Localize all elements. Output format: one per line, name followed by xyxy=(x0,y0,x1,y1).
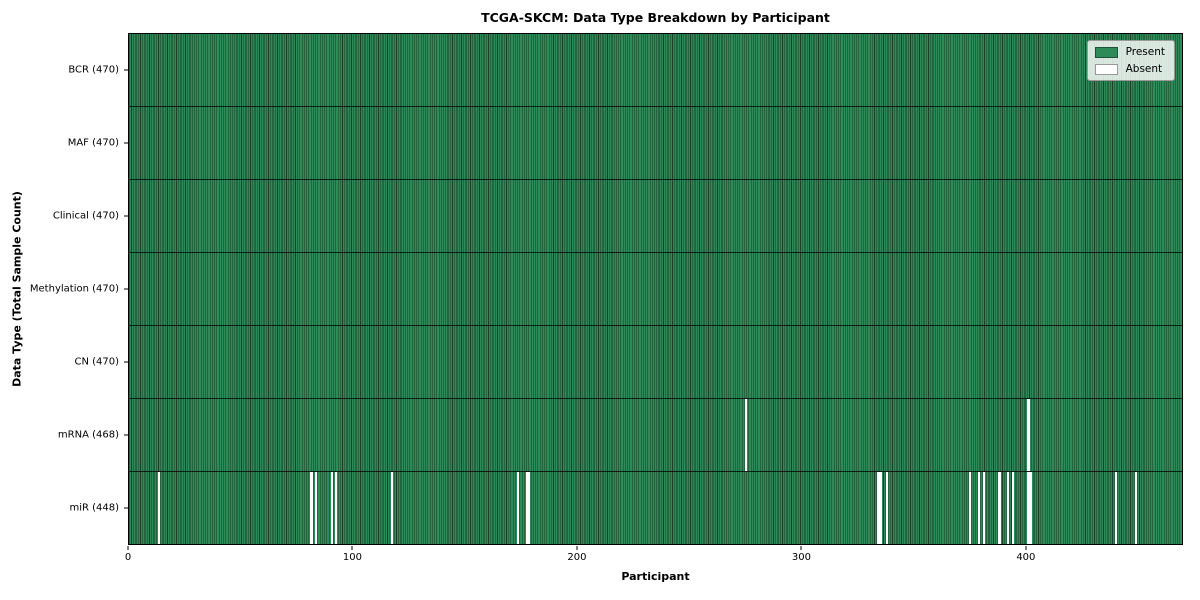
x-tick-label-400: 400 xyxy=(1016,552,1036,563)
absent-cell xyxy=(335,472,338,544)
absent-cell xyxy=(1007,472,1010,544)
absent-cell xyxy=(525,472,528,544)
heatmap-row-maf xyxy=(129,107,1182,180)
y-tick-mark xyxy=(124,142,128,144)
plot-area: Present Absent xyxy=(128,33,1183,545)
absent-cell xyxy=(1027,399,1030,471)
y-tick-mark xyxy=(124,361,128,363)
heatmap-row-methylation xyxy=(129,253,1182,326)
y-tick-label-mir: miR (448) xyxy=(69,502,119,514)
absent-cell xyxy=(1029,472,1032,544)
absent-cell xyxy=(1134,472,1138,544)
y-tick-mark xyxy=(124,288,128,290)
x-axis-ticks: 0 100 200 300 400 xyxy=(124,545,1183,569)
absent-cell xyxy=(982,472,985,544)
x-tick-mark xyxy=(351,546,353,550)
heatmap-row-bcr xyxy=(129,34,1182,107)
absent-cell xyxy=(745,399,748,471)
absent-cell xyxy=(516,472,519,544)
legend-label: Present xyxy=(1125,46,1165,58)
heatmap-row-mir xyxy=(129,472,1182,544)
x-axis-label: Participant xyxy=(621,570,690,583)
absent-cell xyxy=(1011,472,1014,544)
absent-cell xyxy=(978,472,981,544)
y-tick-mark xyxy=(124,215,128,217)
absent-cell xyxy=(998,472,1001,544)
absent-cell xyxy=(527,472,531,544)
y-axis-ticks: BCR (470) MAF (470) Clinical (470) Methylat… xyxy=(0,33,128,545)
legend-swatch-present xyxy=(1094,46,1118,58)
absent-cell xyxy=(969,472,972,544)
y-tick-label-bcr: BCR (470) xyxy=(68,64,119,76)
absent-cell xyxy=(391,472,394,544)
heatmap-row-cn xyxy=(129,326,1182,399)
absent-cell xyxy=(310,472,313,544)
x-tick-label-0: 0 xyxy=(124,552,132,563)
chart-title: TCGA-SKCM: Data Type Breakdown by Partic… xyxy=(481,10,830,25)
x-tick-label-200: 200 xyxy=(567,552,587,563)
absent-cell xyxy=(314,472,318,544)
x-tick-mark xyxy=(127,546,129,550)
x-tick-label-100: 100 xyxy=(342,552,362,563)
y-tick-mark xyxy=(124,69,128,71)
y-tick-label-methylation: Methylation (470) xyxy=(29,283,119,295)
heatmap-row-mrna xyxy=(129,399,1182,472)
y-tick-label-cn: CN (470) xyxy=(74,356,119,368)
y-tick-mark xyxy=(124,507,128,509)
legend-item-absent: Absent xyxy=(1094,63,1165,75)
legend-label: Absent xyxy=(1125,63,1163,75)
y-tick-label-maf: MAF (470) xyxy=(67,137,119,149)
x-tick-label-300: 300 xyxy=(791,552,811,563)
y-tick-label-mrna: mRNA (468) xyxy=(57,429,119,441)
absent-cell xyxy=(886,472,889,544)
legend: Present Absent xyxy=(1086,40,1175,81)
absent-cell xyxy=(1114,472,1118,544)
legend-swatch-absent xyxy=(1094,63,1118,75)
y-tick-label-clinical: Clinical (470) xyxy=(52,210,119,222)
absent-cell xyxy=(879,472,882,544)
legend-item-present: Present xyxy=(1094,46,1165,58)
x-tick-mark xyxy=(1025,546,1027,550)
x-tick-mark xyxy=(800,546,802,550)
absent-cell xyxy=(877,472,880,544)
heatmap-row-clinical xyxy=(129,180,1182,253)
absent-cell xyxy=(1027,472,1030,544)
x-tick-mark xyxy=(576,546,578,550)
y-tick-mark xyxy=(124,434,128,436)
absent-cell xyxy=(158,472,161,544)
absent-cell xyxy=(330,472,333,544)
